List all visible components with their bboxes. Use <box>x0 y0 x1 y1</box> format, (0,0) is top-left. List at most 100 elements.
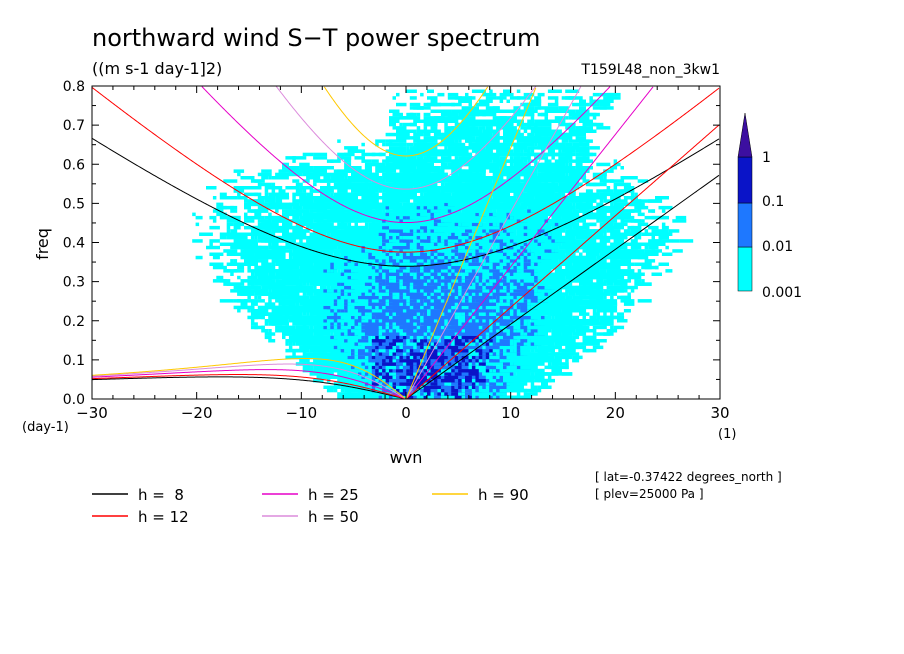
power-cell <box>396 245 400 250</box>
power-cell <box>617 229 621 233</box>
power-cell <box>257 295 262 300</box>
power-cell <box>264 245 269 250</box>
power-cell <box>402 239 407 243</box>
power-cell <box>382 275 386 280</box>
power-cell <box>302 348 310 353</box>
power-cell <box>579 252 583 256</box>
power-cell <box>282 335 286 340</box>
power-cell <box>416 355 421 360</box>
power-cell <box>378 285 383 290</box>
power-cell <box>478 249 483 253</box>
power-cell <box>585 249 597 253</box>
power-cell <box>371 229 376 233</box>
power-cell <box>216 275 224 280</box>
power-cell <box>416 299 421 303</box>
power-cell <box>333 229 345 233</box>
power-cell <box>378 222 383 227</box>
power-cell <box>447 262 452 266</box>
power-cell <box>471 272 476 276</box>
power-cell <box>427 279 431 283</box>
power-cell <box>592 235 607 240</box>
power-cell <box>302 312 307 316</box>
power-cell <box>347 325 352 330</box>
power-cell <box>392 219 396 223</box>
power-cell <box>589 232 593 236</box>
power-cell <box>337 232 341 236</box>
power-cell <box>337 309 341 313</box>
power-cell <box>427 332 431 336</box>
power-cell <box>247 295 251 300</box>
power-cell <box>354 385 358 389</box>
power-cell <box>575 225 580 230</box>
power-cell <box>599 272 611 276</box>
power-cell <box>250 315 265 320</box>
power-cell <box>475 295 479 300</box>
power-cell <box>389 305 393 310</box>
power-cell <box>413 325 417 330</box>
power-cell <box>399 312 403 316</box>
power-cell <box>371 395 376 399</box>
power-cell <box>534 285 538 290</box>
power-cell <box>237 275 241 280</box>
power-cell <box>437 378 441 383</box>
power-cell <box>471 265 476 270</box>
power-cell <box>561 225 573 230</box>
power-cell <box>375 378 379 383</box>
power-cell <box>344 339 348 343</box>
power-cell <box>427 325 431 330</box>
power-cell <box>275 279 279 283</box>
power-cell <box>433 269 438 273</box>
power-cell <box>582 242 586 246</box>
power-cell <box>516 375 521 379</box>
power-cell <box>396 232 400 236</box>
power-cell <box>475 219 479 223</box>
power-cell <box>513 229 517 233</box>
power-cell <box>527 249 531 253</box>
power-cell <box>420 299 424 303</box>
power-cell <box>292 239 296 243</box>
power-cell <box>433 332 438 336</box>
power-cell <box>492 245 497 250</box>
power-cell <box>603 255 611 260</box>
power-cell <box>354 265 358 270</box>
power-cell <box>554 332 559 336</box>
power-cell <box>385 378 390 383</box>
power-cell <box>413 352 417 356</box>
power-cell <box>592 309 597 313</box>
power-cell <box>603 235 618 240</box>
power-cell <box>351 265 355 270</box>
power-cell <box>271 302 276 306</box>
power-cell <box>620 295 624 300</box>
power-cell <box>358 249 362 253</box>
power-cell <box>572 315 580 320</box>
power-cell <box>309 212 321 217</box>
power-cell <box>509 232 514 236</box>
power-cell <box>475 372 479 376</box>
power-cell <box>427 282 431 286</box>
power-cell <box>306 365 314 370</box>
power-cell <box>544 339 555 343</box>
power-cell <box>340 368 345 373</box>
power-cell <box>592 332 597 336</box>
power-cell <box>233 215 241 220</box>
power-cell <box>288 242 293 246</box>
power-cell <box>323 355 327 360</box>
power-cell <box>389 235 393 240</box>
power-cell <box>333 355 338 360</box>
power-cell <box>330 385 334 389</box>
power-cell <box>440 342 445 346</box>
power-cell <box>582 219 586 223</box>
power-cell <box>648 282 652 286</box>
power-cell <box>582 259 586 263</box>
power-cell <box>617 272 628 276</box>
power-cell <box>392 309 396 313</box>
power-cell <box>420 232 424 236</box>
power-cell <box>399 305 403 310</box>
power-cell <box>316 378 324 383</box>
power-cell <box>516 335 521 340</box>
power-cell <box>585 232 590 236</box>
power-cell <box>661 229 666 233</box>
power-cell <box>454 362 459 366</box>
power-cell <box>385 255 390 260</box>
power-cell <box>351 215 358 220</box>
